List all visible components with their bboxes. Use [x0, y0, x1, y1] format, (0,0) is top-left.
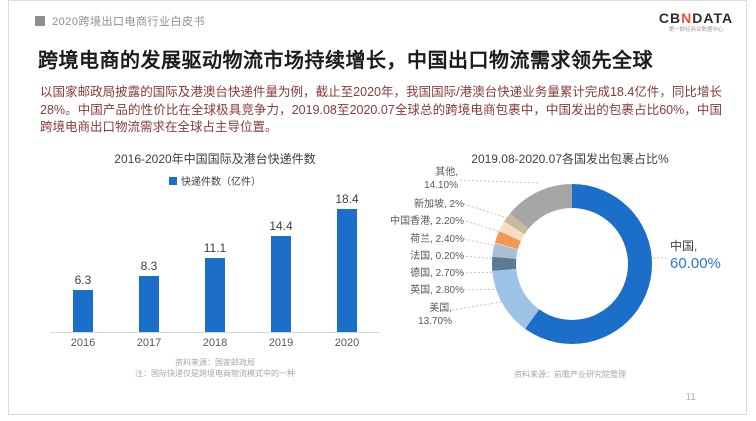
donut-callout-新加坡: 新加坡, 2%: [413, 199, 464, 210]
donut-callout-荷兰: 荷兰, 2.40%: [410, 234, 464, 245]
bar-value-label: 14.4: [269, 219, 293, 233]
china-label: 中国,: [670, 239, 698, 253]
logo-data: DATA: [692, 10, 734, 26]
logo-cb: CB: [658, 10, 682, 26]
bar-column: 18.4: [314, 192, 380, 332]
bar-category-label: 2020: [334, 337, 360, 349]
page-number: 11: [685, 392, 696, 403]
bar-x-axis-labels: 2016 2017 2018 2019 2020: [50, 337, 380, 349]
logo-wordmark: CBNDATA: [656, 11, 736, 25]
bar: [73, 290, 93, 332]
donut-callout-其他: 其他, 14.10%: [424, 167, 458, 191]
bar-category-label: 2019: [268, 337, 294, 349]
donut-chart-source: 资料来源：前瞻产业研究院整理: [514, 370, 626, 379]
bar-column: 11.1: [182, 241, 248, 332]
bar: [337, 209, 357, 332]
bar: [139, 276, 159, 332]
bar-column: 14.4: [248, 219, 314, 332]
bar-column: 8.3: [116, 259, 182, 332]
cbndata-logo: CBNDATA 第一财经商业数据中心: [656, 11, 736, 35]
logo-subtitle: 第一财经商业数据中心: [668, 26, 724, 33]
bar: [205, 258, 225, 332]
bar-chart-legend: 快递件数（亿件）: [40, 173, 390, 188]
bar-chart-note: 注：国际快递仅是跨境电商物流模式中的一种: [135, 369, 295, 378]
bar-column: 6.3: [50, 273, 116, 332]
donut-chart-title: 2019.08-2020.07各国发出包裹占比%: [471, 152, 669, 166]
bar-value-label: 18.4: [335, 192, 359, 206]
header-square-icon: [35, 16, 45, 26]
bar-category-label: 2018: [202, 337, 228, 349]
donut-callout-美国: 美国, 13.70%: [418, 303, 452, 327]
body-paragraph: 以国家邮政局披露的国际及港澳台快递件量为例，截止至2020年，我国国际/港澳台快…: [40, 85, 722, 134]
donut-chart-section: 2019.08-2020.07各国发出包裹占比% 其他, 14.10% 新加坡, …: [390, 150, 740, 379]
bar-value-label: 6.3: [74, 273, 92, 287]
bar-value-label: 8.3: [140, 259, 158, 273]
bar-chart-title: 2016-2020年中国国际及港台快递件数: [114, 152, 316, 166]
china-percent: 60.00%: [670, 255, 721, 272]
bar: [271, 236, 291, 332]
donut-callout-china: 中国, 60.00%: [670, 240, 721, 271]
breadcrumb: 2020跨境出口电商行业白皮书: [52, 16, 205, 28]
donut-hole: [516, 208, 628, 320]
bar-value-label: 11.1: [203, 241, 227, 255]
page-title: 跨境电商的发展驱动物流市场持续增长，中国出口物流需求领先全球: [38, 50, 653, 72]
slide-header: 2020跨境出口电商行业白皮书: [35, 13, 205, 29]
bar-chart-section: 2016-2020年中国国际及港台快递件数 快递件数（亿件） 6.3 8.3 11.…: [40, 150, 390, 379]
legend-swatch-icon: [169, 176, 177, 185]
donut-callout-法国: 法国, 0.20%: [410, 251, 464, 262]
bar-chart-source: 资料来源：国家邮政局: [175, 358, 255, 367]
legend-label: 快递件数（亿件）: [181, 177, 261, 188]
logo-n: N: [681, 10, 693, 26]
bar-plot-area: 6.3 8.3 11.1 14.4 18.4: [50, 190, 380, 333]
donut-callout-中国香港: 中国香港, 2.20%: [390, 216, 464, 227]
donut-callout-英国: 英国, 2.80%: [410, 285, 464, 296]
bar-category-label: 2017: [136, 337, 162, 349]
donut-callout-德国: 德国, 2.70%: [410, 268, 464, 279]
donut-chart: [492, 184, 652, 344]
bar-category-label: 2016: [70, 337, 96, 349]
